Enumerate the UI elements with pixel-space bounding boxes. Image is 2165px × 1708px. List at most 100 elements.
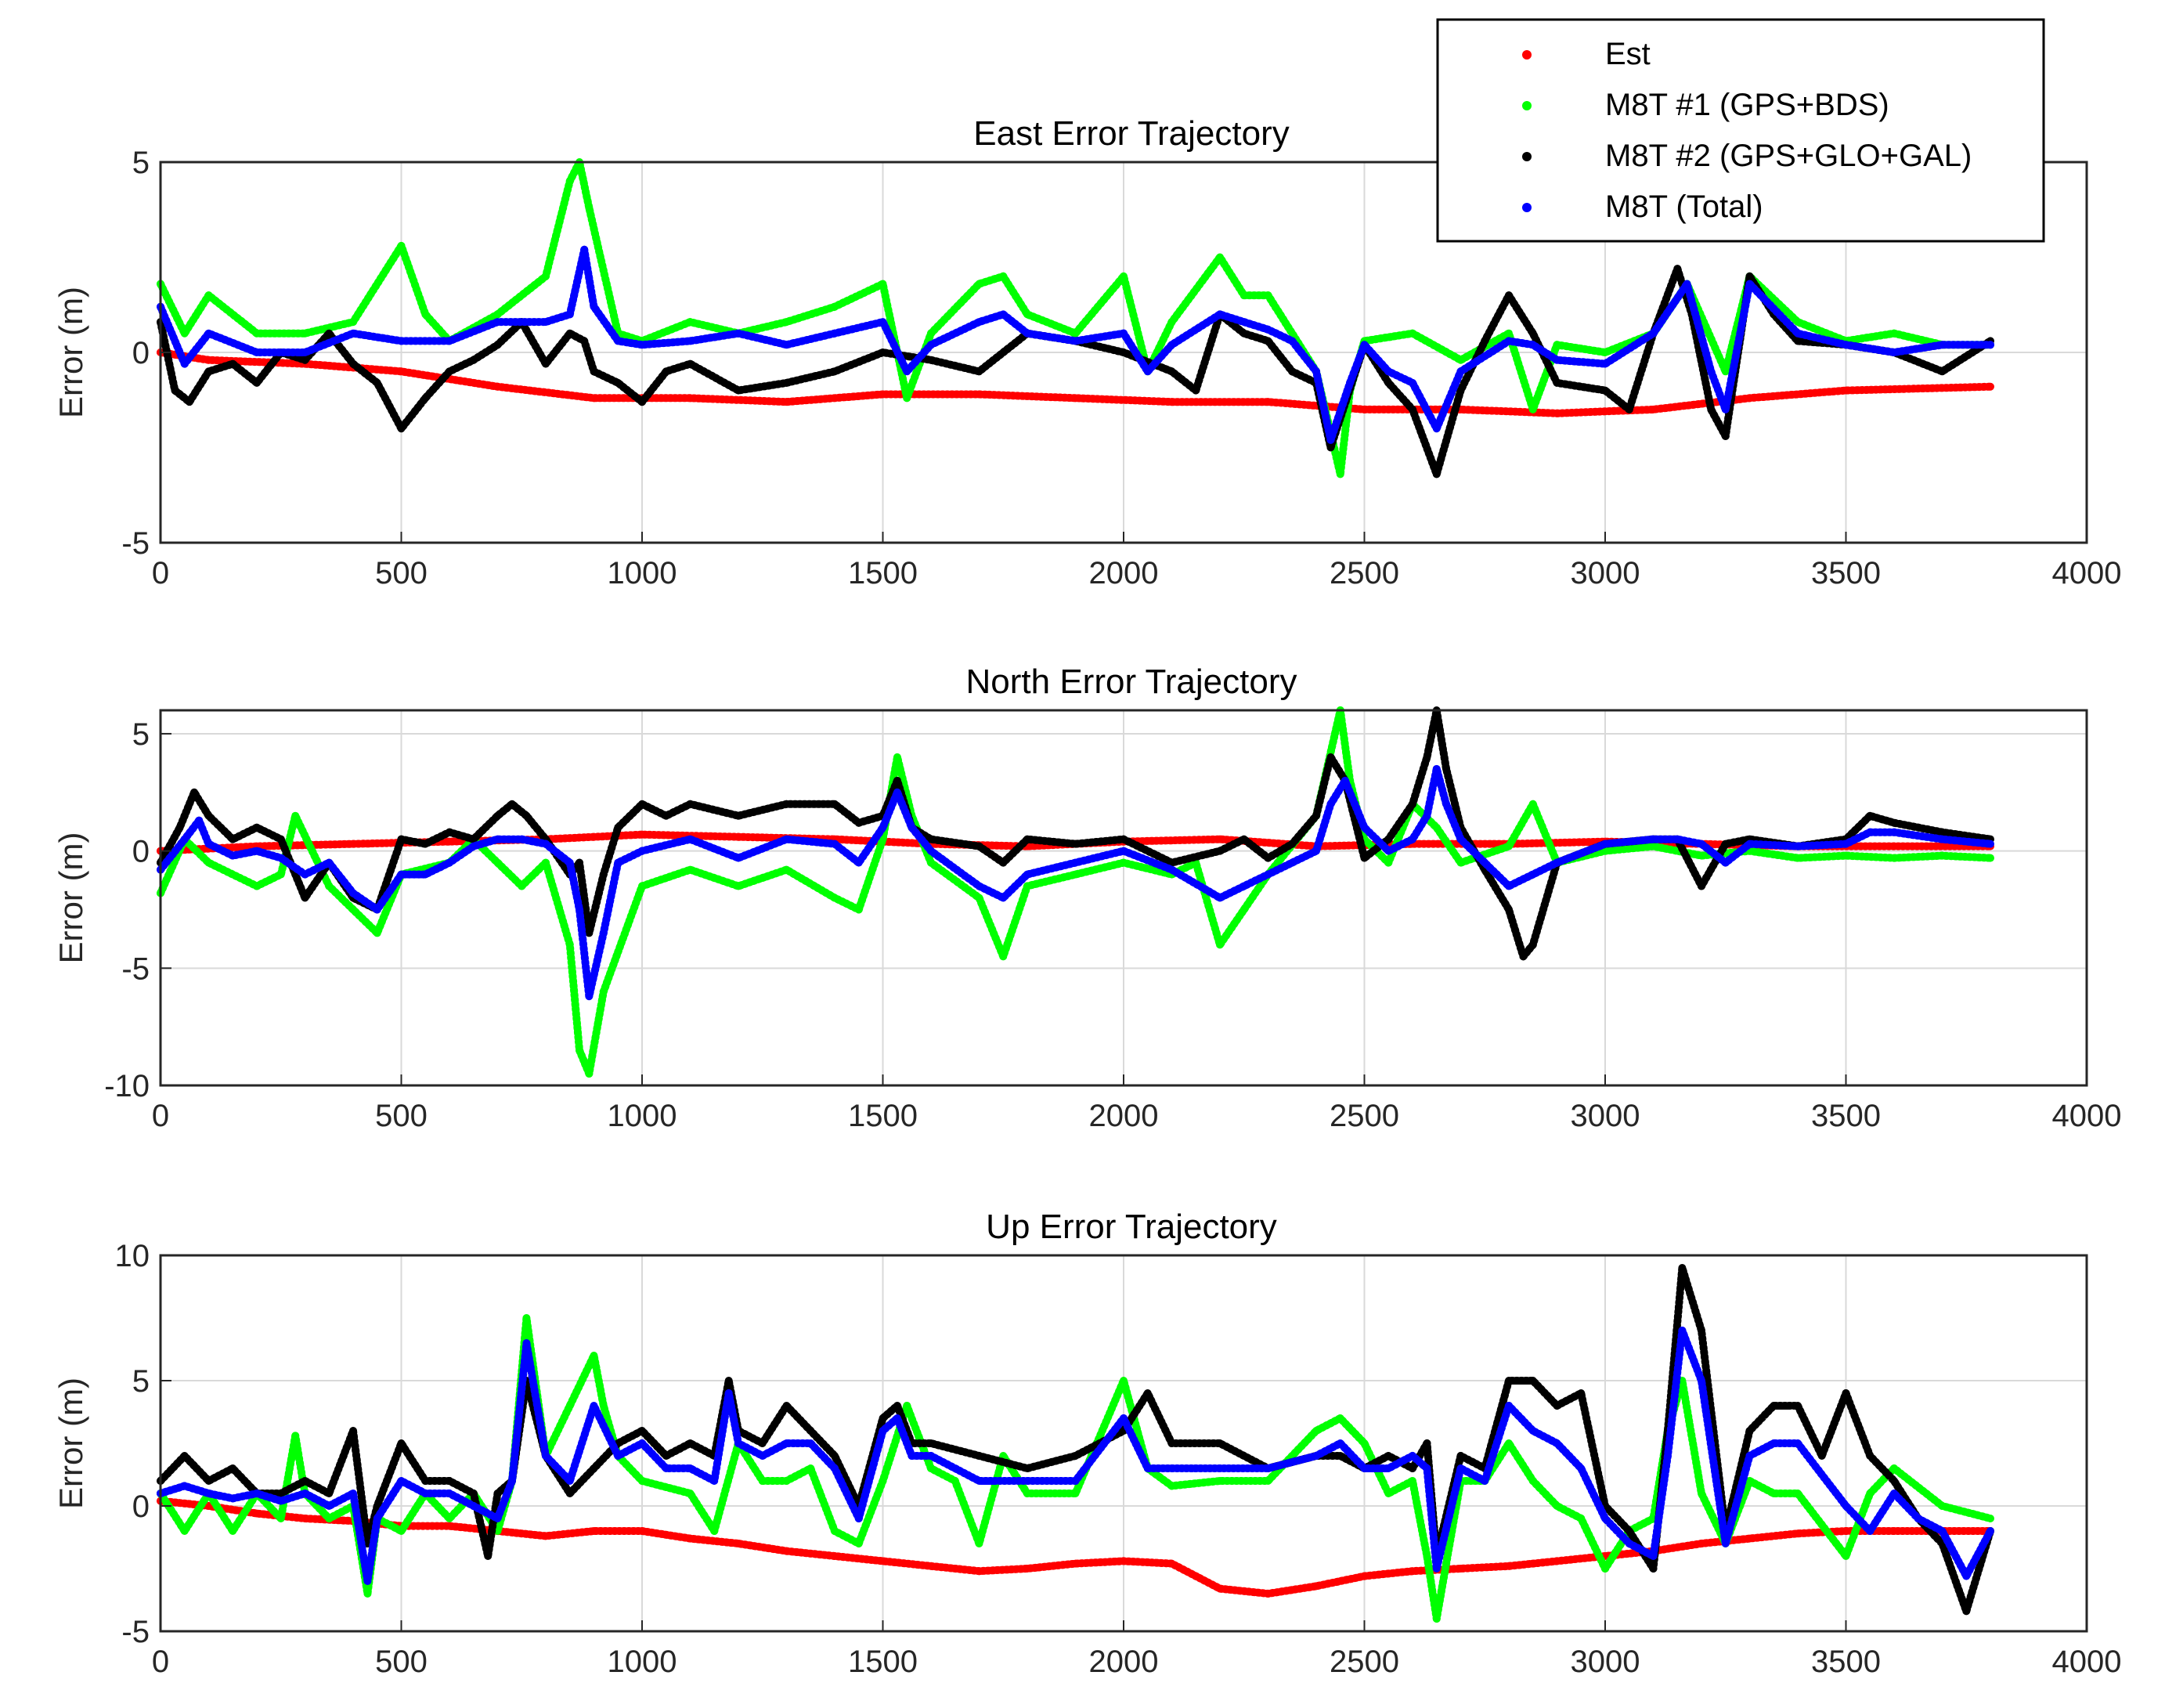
data-point (1601, 1515, 1609, 1522)
data-point (1794, 854, 1802, 862)
data-point (662, 367, 670, 376)
data-point (1577, 1389, 1586, 1397)
data-point (1721, 367, 1730, 376)
data-point (1601, 348, 1609, 356)
data-point (1288, 367, 1297, 376)
legend-marker-total (1522, 203, 1532, 212)
data-point (1264, 337, 1272, 345)
data-point (276, 1490, 285, 1497)
data-point (291, 811, 300, 820)
data-point (1842, 1552, 1850, 1560)
data-point (1432, 823, 1441, 832)
data-point (1336, 1414, 1344, 1422)
data-point (1023, 310, 1031, 319)
data-point (782, 1402, 791, 1410)
data-point (446, 337, 453, 345)
data-point (1239, 835, 1248, 843)
data-point (590, 1527, 598, 1535)
data-point (542, 272, 550, 280)
data-point (469, 1490, 478, 1497)
data-point (590, 367, 598, 376)
data-point (1264, 854, 1272, 862)
legend-marker-m8t2 (1522, 152, 1532, 161)
data-point (1481, 858, 1489, 867)
data-point (893, 753, 901, 761)
data-point (1216, 835, 1224, 843)
data-point (180, 1482, 189, 1490)
data-point (1962, 1607, 1971, 1616)
data-point (1649, 842, 1658, 850)
data-point (1505, 329, 1513, 338)
data-point (1505, 882, 1513, 890)
data-point (518, 835, 526, 843)
data-point (927, 847, 935, 855)
data-point (1456, 1452, 1465, 1460)
data-point (469, 1502, 478, 1510)
data-point (1409, 1477, 1416, 1485)
data-point (1842, 840, 1850, 848)
data-point (782, 800, 791, 808)
data-point (1264, 1590, 1272, 1598)
data-point (493, 318, 502, 327)
data-point (1264, 325, 1272, 334)
data-point (590, 1402, 598, 1410)
data-point (363, 1590, 372, 1598)
data-point (638, 882, 646, 890)
data-point (1625, 405, 1633, 413)
subplot-1: 0 500 1000 1500 2000 2500 3000 3500 4000-505East… (52, 114, 2121, 590)
data-point (879, 1557, 887, 1565)
data-point (831, 367, 839, 376)
data-point (542, 318, 550, 327)
data-point (734, 854, 742, 862)
data-point (1312, 811, 1320, 820)
data-point (1745, 1427, 1754, 1435)
data-point (1890, 1527, 1898, 1535)
data-point (879, 823, 887, 832)
data-point (1360, 341, 1369, 349)
data-point (734, 1439, 742, 1447)
data-point (1601, 840, 1609, 848)
data-point (363, 1577, 372, 1585)
data-point (806, 1439, 815, 1447)
data-point (325, 858, 334, 867)
data-point (1423, 811, 1431, 820)
x-tick-label: 4000 (2052, 1645, 2122, 1679)
data-point (1432, 424, 1441, 433)
data-point (1986, 382, 1994, 391)
data-point (253, 1490, 261, 1497)
data-point (686, 800, 695, 808)
data-point (565, 329, 574, 338)
data-point (854, 1515, 863, 1522)
data-point (1442, 764, 1451, 773)
x-tick-label: 3500 (1811, 1099, 1881, 1133)
data-point (1986, 1515, 1994, 1522)
data-point (599, 1402, 608, 1410)
data-point (1866, 1452, 1875, 1460)
data-point (590, 832, 598, 841)
data-point (1167, 1439, 1176, 1447)
data-point (580, 245, 589, 254)
data-point (1745, 1534, 1754, 1543)
data-point (1577, 1464, 1586, 1472)
x-tick-label: 2500 (1330, 556, 1399, 590)
data-point (1866, 828, 1875, 836)
data-point (879, 835, 887, 843)
data-point (469, 356, 478, 364)
data-point (1326, 753, 1335, 761)
data-point (614, 858, 622, 867)
data-point (373, 905, 381, 914)
chart-title: Up Error Trajectory (986, 1208, 1277, 1246)
data-point (879, 1477, 887, 1485)
data-point (585, 992, 594, 1001)
data-point (975, 894, 983, 902)
data-point (1794, 1490, 1802, 1497)
data-point (276, 854, 285, 862)
data-point (446, 1522, 453, 1530)
data-point (999, 272, 1008, 280)
legend: Est M8T #1 (GPS+BDS) M8T #2 (GPS+GLO+GAL… (1436, 18, 2045, 243)
data-point (1409, 835, 1416, 843)
data-point (1456, 386, 1465, 395)
data-point (782, 398, 791, 406)
data-point (576, 858, 584, 867)
data-point (518, 882, 526, 890)
